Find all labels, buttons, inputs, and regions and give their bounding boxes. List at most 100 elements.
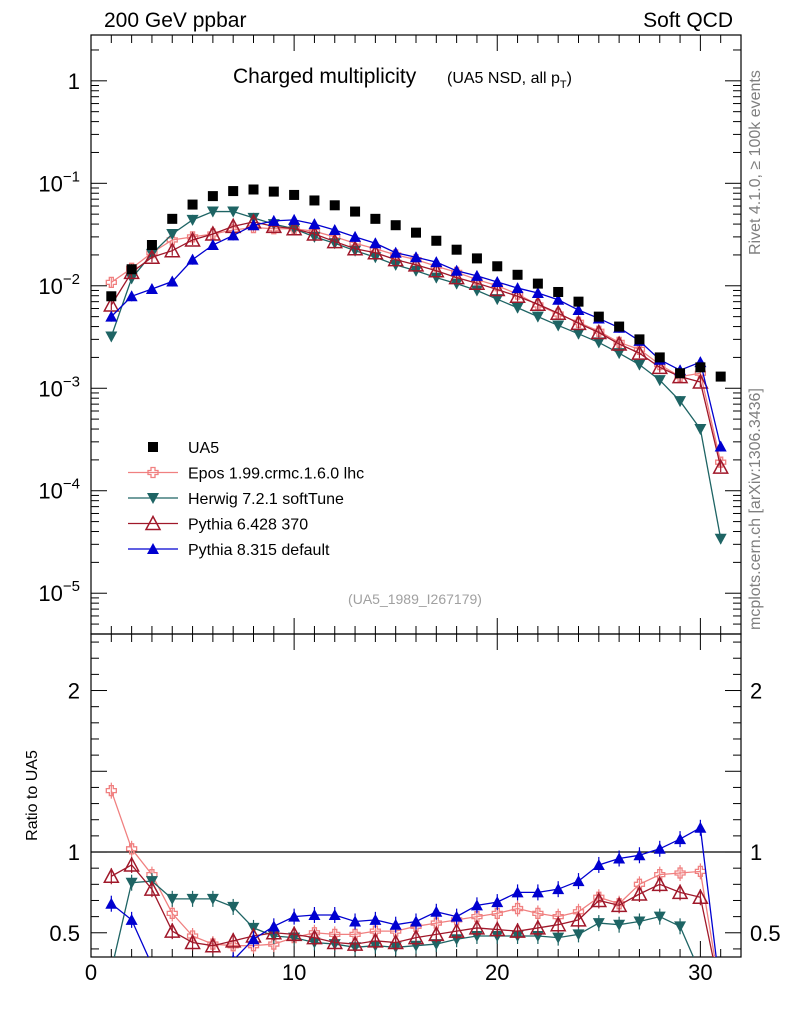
ratio-point-pythia-8-315-default (231, 954, 235, 957)
ratio-point-herwig-7-2-1-softtune (186, 893, 199, 905)
legend-marker-herwig-7-2-1-softtune (147, 493, 159, 504)
ratio-point-pythia-8-315-default (146, 959, 158, 970)
y-tick-label: 1 (68, 69, 80, 94)
ratio-point-pythia-8-315-default (328, 909, 341, 921)
data-point-pythia-8-315-default (369, 237, 382, 249)
ratio-point-pythia-6-428-370 (631, 885, 648, 901)
side-text-bottom: mcplots.cern.ch [arXiv:1306.3436] (747, 388, 764, 630)
side-text-top: Rivet 4.1.0, ≥ 100k events (747, 70, 764, 255)
ratio-line-pythia-8-315-default (110, 826, 717, 957)
data-point-ua5 (715, 371, 726, 382)
ratio-line-epos-1-99-crmc-1-6-0-lhc (110, 790, 716, 957)
ratio-point-herwig-7-2-1-softtune (674, 921, 687, 933)
ratio-point-epos-1-99-crmc-1-6-0-lhc (471, 910, 483, 923)
ratio-point-herwig-7-2-1-softtune (715, 1004, 727, 1015)
ratio-point-pythia-8-315-default (694, 821, 707, 833)
y-tick-label: 10−2 (38, 271, 80, 299)
ratio-point-pythia-8-315-default (267, 920, 280, 932)
ratio-point-herwig-7-2-1-softtune (653, 911, 666, 923)
data-point-pythia-6-428-370 (509, 287, 526, 304)
ratio-point-herwig-7-2-1-softtune (227, 901, 240, 913)
legend-marker-ua5 (148, 442, 158, 452)
data-point-pythia-6-428-370 (184, 231, 201, 247)
data-point-herwig-7-2-1-softtune (430, 272, 443, 284)
ratio-point-pythia-6-428-370 (103, 867, 120, 883)
ratio-point-pythia-8-315-default (491, 896, 504, 908)
ratio-point-pythia-6-428-370 (692, 888, 709, 904)
ratio-point-pythia-6-428-370 (387, 933, 404, 950)
ratio-point-pythia-6-428-370 (590, 891, 608, 908)
data-point-pythia-6-428-370 (163, 242, 181, 258)
data-point-pythia-6-428-370 (590, 323, 608, 340)
x-tick-label: 0 (85, 960, 97, 985)
ratio-point-pythia-6-428-370 (468, 919, 486, 935)
data-point-herwig-7-2-1-softtune (592, 337, 605, 349)
data-point-pythia-6-428-370 (651, 358, 669, 375)
data-point-ua5 (309, 195, 320, 206)
ratio-point-pythia-6-428-370 (224, 932, 242, 948)
data-point-pythia-6-428-370 (285, 220, 303, 236)
ratio-point-epos-1-99-crmc-1-6-0-lhc (674, 867, 686, 879)
data-point-ua5 (106, 291, 117, 302)
data-point-herwig-7-2-1-softtune (653, 375, 666, 387)
data-point-pythia-8-315-default (389, 246, 402, 258)
ratio-point-pythia-6-428-370 (610, 896, 628, 913)
data-point-pythia-8-315-default (714, 440, 727, 452)
ratio-point-pythia-8-315-default (450, 910, 463, 922)
data-point-pythia-6-428-370 (346, 240, 364, 256)
data-point-ua5 (654, 352, 665, 363)
data-point-pythia-8-315-default (430, 256, 443, 268)
ratio-point-pythia-6-428-370 (367, 932, 384, 948)
data-point-pythia-6-428-370 (488, 280, 506, 297)
data-point-pythia-8-315-default (125, 290, 138, 302)
data-point-herwig-7-2-1-softtune (227, 206, 240, 218)
data-point-herwig-7-2-1-softtune (633, 359, 646, 371)
ratio-point-pythia-6-428-370 (570, 911, 587, 927)
data-point-ua5 (187, 199, 198, 210)
legend-marker-epos-1-99-crmc-1-6-0-lhc (147, 466, 159, 479)
data-point-ua5 (228, 186, 239, 197)
legend-label-herwig-7-2-1-softtune: Herwig 7.2.1 softTune (188, 491, 344, 508)
data-point-herwig-7-2-1-softtune (674, 396, 687, 408)
ratio-point-epos-1-99-crmc-1-6-0-lhc (105, 785, 117, 797)
ratio-point-pythia-8-315-default (105, 897, 118, 909)
ratio-point-pythia-8-315-default (430, 905, 443, 917)
data-point-ua5 (268, 186, 279, 197)
data-point-pythia-8-315-default (227, 229, 240, 241)
ratio-point-pythia-6-428-370 (123, 856, 140, 872)
legend-marker-pythia-6-428-370 (144, 514, 162, 531)
data-point-ua5 (471, 253, 482, 264)
ratio-point-pythia-6-428-370 (509, 922, 526, 938)
main-panel: 1 10−1 10−2 10−3 10−4 10−5 Charged multiplicit… (38, 34, 742, 635)
analysis-reference: (UA5_1989_I267179) (348, 591, 482, 607)
ratio-point-epos-1-99-crmc-1-6-0-lhc (186, 930, 199, 942)
ratio-point-pythia-8-315-default (552, 883, 565, 895)
data-point-pythia-6-428-370 (549, 304, 567, 320)
ratio-point-pythia-6-428-370 (306, 929, 323, 945)
ratio-point-herwig-7-2-1-softtune (105, 965, 117, 976)
chart-title: Charged multiplicity (233, 65, 417, 88)
data-point-herwig-7-2-1-softtune (511, 302, 524, 314)
ratio-point-epos-1-99-crmc-1-6-0-lhc (593, 891, 605, 903)
data-point-pythia-8-315-default (105, 310, 118, 322)
ratio-frame (90, 633, 742, 958)
ratio-point-epos-1-99-crmc-1-6-0-lhc (125, 843, 138, 855)
ratio-point-pythia-6-428-370 (346, 935, 364, 951)
data-point-pythia-6-428-370 (428, 262, 445, 278)
data-point-ua5 (248, 184, 259, 195)
data-point-pythia-8-315-default (531, 287, 544, 299)
ratio-ylabel: Ratio to UA5 (24, 750, 41, 841)
data-point-pythia-6-428-370 (306, 225, 323, 241)
data-point-ua5 (614, 321, 625, 332)
ratio-point-pythia-6-428-370 (448, 922, 465, 938)
data-point-herwig-7-2-1-softtune (491, 294, 504, 306)
data-point-pythia-8-315-default (450, 264, 463, 276)
ratio-point-pythia-8-315-default (572, 875, 585, 887)
data-point-pythia-8-315-default (166, 275, 179, 287)
ratio-y-tick-label: 1 (68, 840, 80, 865)
y-tick-label: 10−3 (38, 373, 80, 401)
ratio-point-pythia-8-315-default (592, 858, 605, 870)
data-point-pythia-8-315-default (328, 224, 341, 236)
ratio-point-pythia-6-428-370 (671, 883, 689, 900)
